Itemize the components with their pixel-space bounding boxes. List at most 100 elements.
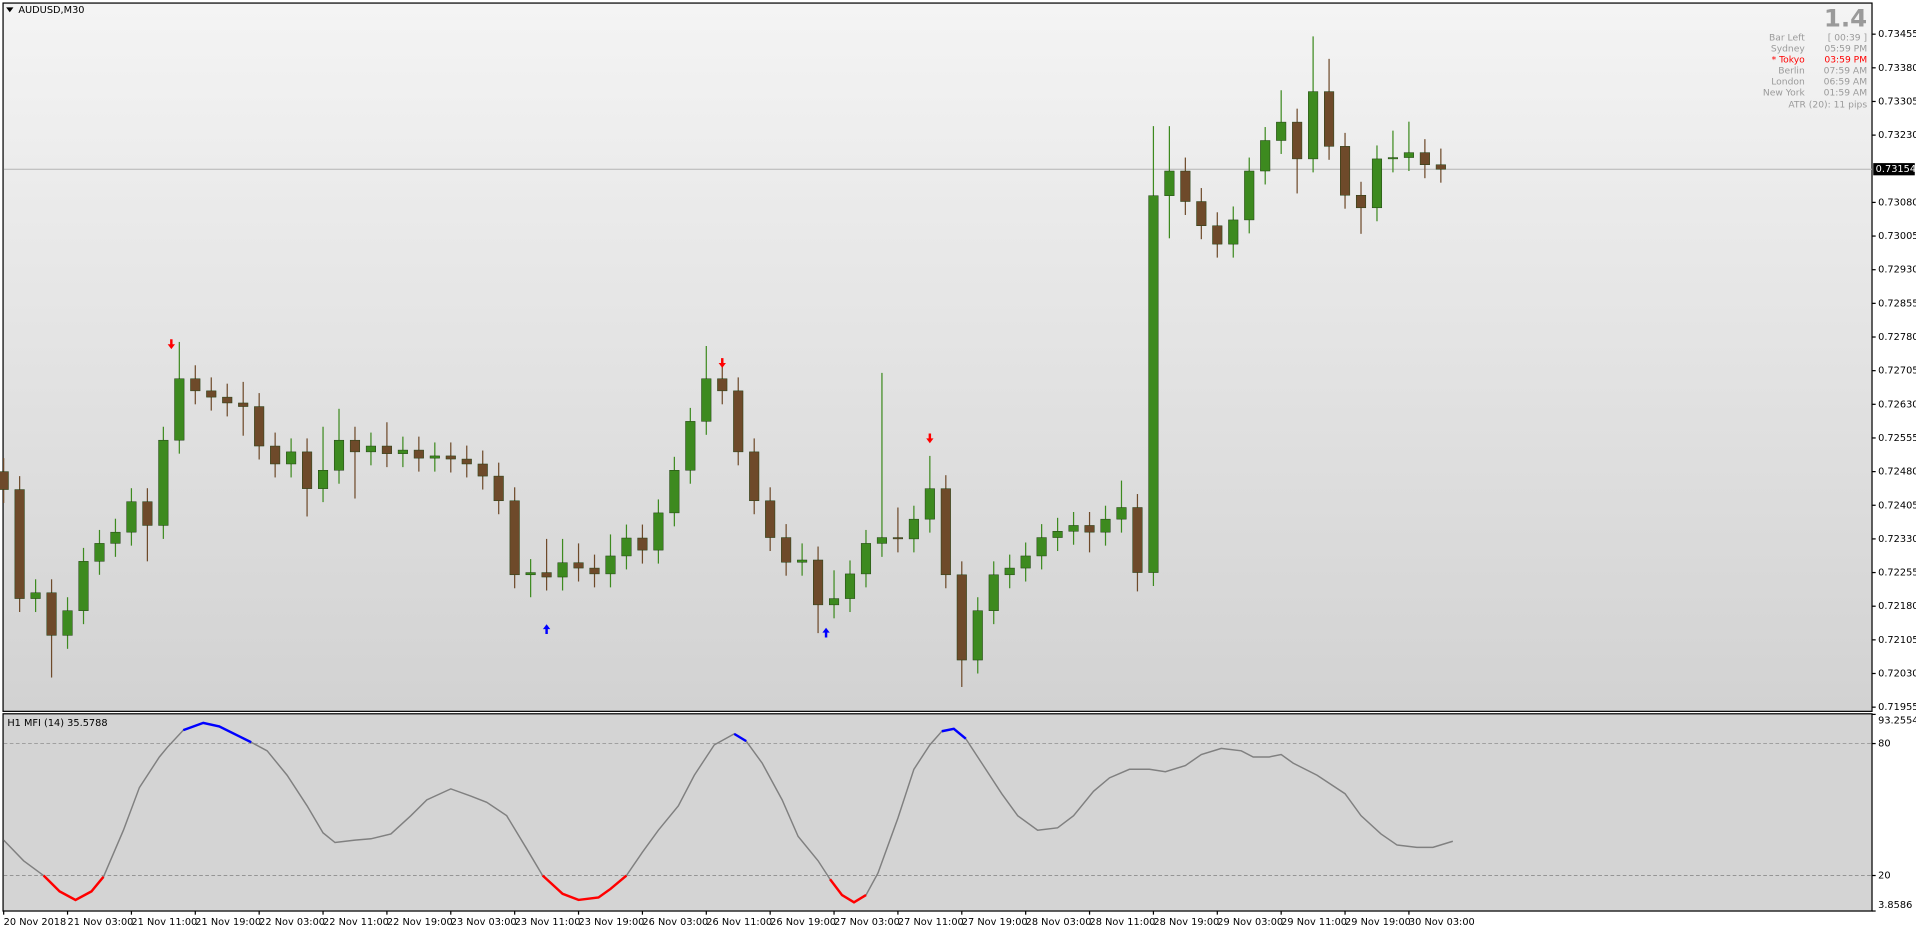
candle-body <box>413 449 424 459</box>
candle-body <box>222 396 233 404</box>
indicator-title: H1 MFI (14) 35.5788 <box>7 718 107 729</box>
candle-body <box>397 449 408 454</box>
candle-body <box>876 537 887 544</box>
clock-label: Berlin <box>1778 65 1805 76</box>
candle-body <box>892 537 903 540</box>
y-tick-label: 0.72630 <box>1878 399 1916 410</box>
candle-body <box>1260 140 1271 172</box>
candle-body <box>1324 91 1335 147</box>
candle-body <box>717 378 728 392</box>
mfi-extreme <box>829 878 867 904</box>
candle-body <box>1068 525 1079 532</box>
candle-body <box>924 488 935 520</box>
candle-body <box>637 537 648 551</box>
x-tick-label: 28 Nov 03:00 <box>1026 917 1092 928</box>
mfi-extreme <box>541 874 628 902</box>
plot-layer: Bar Left [ 00:39 ] Sydney 05:59 PM * Tokyo 03… <box>0 29 1916 928</box>
x-tick-label: 23 Nov 11:00 <box>515 917 581 928</box>
candle-body <box>685 421 696 471</box>
candle-body <box>1276 121 1287 141</box>
x-tick-label: 21 Nov 03:00 <box>68 917 134 928</box>
menu-triangle[interactable] <box>6 7 14 13</box>
candle-body <box>381 445 392 454</box>
candle-body <box>509 500 520 576</box>
candle-body <box>30 592 41 599</box>
candle-body <box>589 567 600 575</box>
y-tick-label: 0.72405 <box>1878 500 1916 511</box>
candle-body <box>765 500 776 538</box>
y-tick-label: 0.73080 <box>1878 197 1916 208</box>
candle-body <box>669 470 680 514</box>
y-tick-label: 0.72030 <box>1878 669 1916 680</box>
y-tick-label: 0.73455 <box>1878 29 1916 40</box>
clock-value: [ 00:39 ] <box>1828 32 1867 43</box>
clock-label: Bar Left <box>1769 32 1805 43</box>
y-tick-label: 0.72705 <box>1878 366 1916 377</box>
x-tick-label: 27 Nov 11:00 <box>898 917 964 928</box>
y-tick-label: 0.72855 <box>1878 298 1916 309</box>
y-tick-label: 20 <box>1878 871 1890 882</box>
candle-body <box>1052 531 1063 538</box>
candle-body <box>206 390 217 398</box>
y-tick-label: 0.73380 <box>1878 63 1916 74</box>
candle-body <box>1004 567 1015 576</box>
y-tick-label: 0.72105 <box>1878 635 1916 646</box>
candle-body <box>653 512 664 551</box>
y-tick-label: 0.72255 <box>1878 568 1916 579</box>
candle-body <box>286 451 297 465</box>
x-tick-label: 28 Nov 19:00 <box>1153 917 1219 928</box>
clock-label: * Tokyo <box>1772 54 1806 65</box>
candle-body <box>1419 152 1430 165</box>
candle-body <box>956 574 967 661</box>
candle-body <box>477 463 488 477</box>
x-tick-label: 29 Nov 03:00 <box>1217 917 1283 928</box>
candle-body <box>1228 219 1239 245</box>
y-tick-label: 0.72480 <box>1878 467 1916 478</box>
clock-value: 07:59 AM <box>1824 65 1867 76</box>
x-tick-label: 30 Nov 03:00 <box>1409 917 1475 928</box>
clock-value: 06:59 AM <box>1824 76 1867 87</box>
candle-body <box>174 378 185 441</box>
x-tick-label: 23 Nov 03:00 <box>451 917 517 928</box>
candle-body <box>349 439 361 453</box>
candle-body <box>365 445 376 453</box>
y-tick-label: 0.73005 <box>1878 231 1916 242</box>
candle-body <box>0 471 9 490</box>
candle-body <box>988 574 999 611</box>
mfi-extreme <box>941 727 967 740</box>
clock-value: 01:59 AM <box>1824 87 1867 98</box>
candle-body <box>254 406 265 447</box>
x-tick-label: 27 Nov 03:00 <box>834 917 900 928</box>
y-tick-label: 0.72930 <box>1878 265 1916 276</box>
candle-body <box>110 531 121 544</box>
mfi-extreme <box>182 721 252 744</box>
signal-arrow <box>926 433 934 444</box>
candle-body <box>1387 157 1398 160</box>
candle-body <box>302 451 313 489</box>
x-tick-label: 26 Nov 03:00 <box>642 917 708 928</box>
candle-body <box>733 390 744 453</box>
mfi-panel <box>2 713 1873 912</box>
current-price-box <box>1873 163 1915 176</box>
candle-body <box>1292 121 1303 160</box>
mfi-extreme <box>733 732 747 743</box>
y-tick-label: 80 <box>1878 739 1890 750</box>
candle-body <box>701 378 712 422</box>
candle-body <box>749 451 760 502</box>
candle-body <box>1196 201 1207 226</box>
mfi-extreme <box>42 874 105 902</box>
candle-body <box>94 543 105 562</box>
candle-body <box>1355 194 1367 209</box>
signal-arrow <box>718 358 726 368</box>
clock-label: Sydney <box>1771 43 1805 54</box>
candle-body <box>1244 170 1255 221</box>
candle-body <box>797 559 808 563</box>
candle-body <box>844 573 856 599</box>
candle-body <box>1371 158 1383 209</box>
x-tick-label: 22 Nov 19:00 <box>387 917 453 928</box>
candle-body <box>940 488 951 576</box>
x-tick-label: 22 Nov 03:00 <box>259 917 325 928</box>
x-tick-label: 22 Nov 11:00 <box>323 917 389 928</box>
clock-value: 03:59 PM <box>1824 54 1867 65</box>
